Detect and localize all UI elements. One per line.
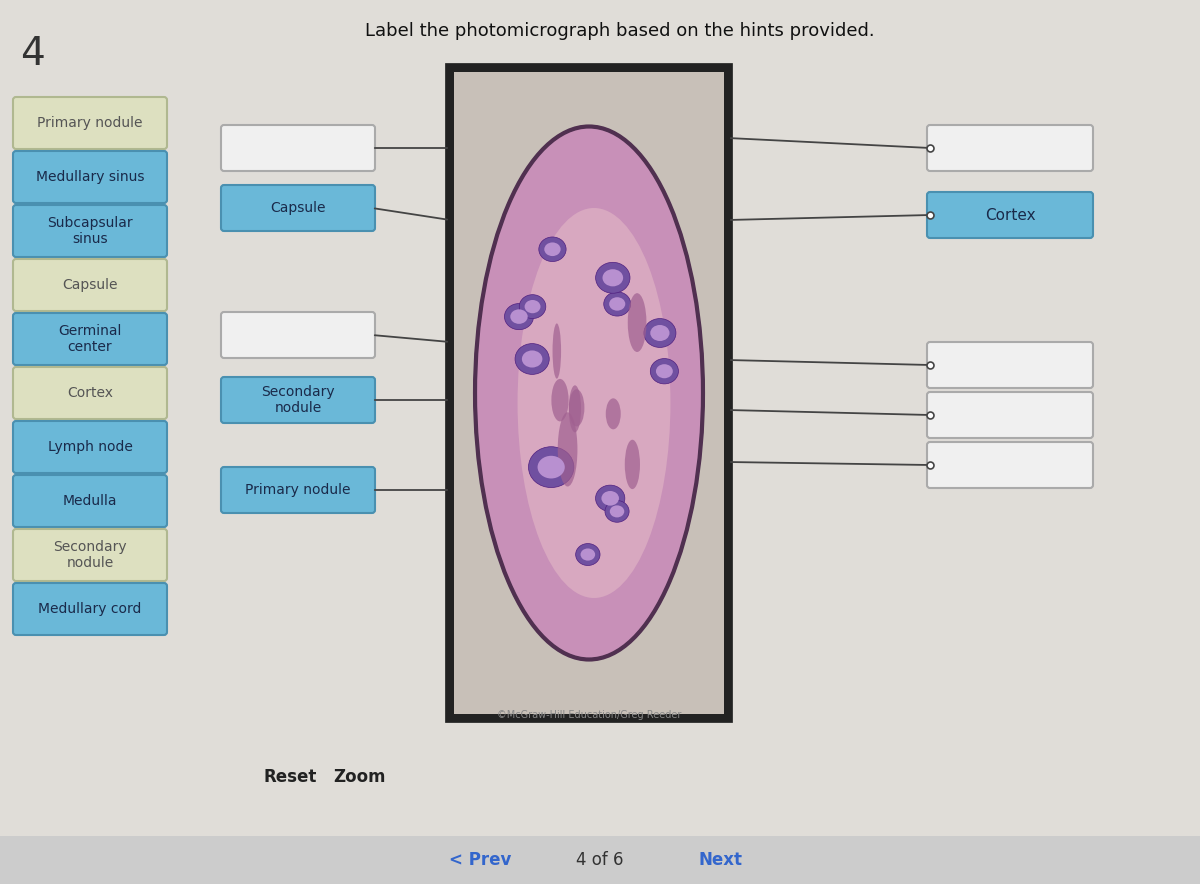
Ellipse shape: [569, 385, 581, 432]
Text: Subcapsular
sinus: Subcapsular sinus: [47, 216, 133, 246]
Ellipse shape: [628, 293, 647, 352]
Ellipse shape: [539, 237, 566, 262]
Text: 4: 4: [20, 35, 44, 73]
Text: Capsule: Capsule: [62, 278, 118, 292]
Ellipse shape: [538, 456, 565, 478]
FancyBboxPatch shape: [928, 125, 1093, 171]
Ellipse shape: [656, 364, 673, 378]
Ellipse shape: [504, 303, 534, 330]
Text: Germinal
center: Germinal center: [59, 324, 121, 354]
Ellipse shape: [510, 309, 528, 324]
FancyBboxPatch shape: [13, 367, 167, 419]
Ellipse shape: [650, 325, 670, 341]
Ellipse shape: [528, 446, 574, 488]
Text: Medullary sinus: Medullary sinus: [36, 170, 144, 184]
FancyBboxPatch shape: [13, 529, 167, 581]
Text: Lymph node: Lymph node: [48, 440, 132, 454]
Text: Label the photomicrograph based on the hints provided.: Label the photomicrograph based on the h…: [365, 22, 875, 40]
Ellipse shape: [605, 500, 629, 522]
FancyBboxPatch shape: [13, 421, 167, 473]
FancyBboxPatch shape: [13, 151, 167, 203]
Ellipse shape: [606, 399, 620, 430]
FancyBboxPatch shape: [13, 205, 167, 257]
Text: Capsule: Capsule: [270, 201, 325, 215]
Ellipse shape: [610, 297, 625, 310]
Text: Secondary
nodule: Secondary nodule: [262, 385, 335, 415]
Ellipse shape: [558, 412, 577, 486]
FancyBboxPatch shape: [221, 125, 374, 171]
FancyBboxPatch shape: [221, 185, 374, 231]
FancyBboxPatch shape: [221, 377, 374, 423]
Ellipse shape: [602, 270, 623, 286]
Text: Reset: Reset: [263, 768, 317, 786]
Ellipse shape: [522, 350, 542, 368]
Ellipse shape: [524, 300, 540, 313]
Text: Primary nodule: Primary nodule: [245, 483, 350, 497]
FancyBboxPatch shape: [13, 259, 167, 311]
Bar: [454, 72, 724, 714]
Ellipse shape: [581, 548, 595, 560]
FancyBboxPatch shape: [13, 97, 167, 149]
FancyBboxPatch shape: [928, 192, 1093, 238]
Bar: [0, 836, 1200, 884]
Text: 4 of 6: 4 of 6: [576, 851, 624, 869]
Ellipse shape: [515, 344, 550, 375]
Text: Medullary cord: Medullary cord: [38, 602, 142, 616]
Ellipse shape: [650, 359, 678, 384]
Ellipse shape: [520, 294, 546, 318]
Ellipse shape: [517, 208, 671, 598]
FancyBboxPatch shape: [13, 313, 167, 365]
Bar: [450, 68, 728, 718]
Text: Primary nodule: Primary nodule: [37, 116, 143, 130]
Ellipse shape: [644, 318, 676, 347]
FancyBboxPatch shape: [221, 312, 374, 358]
Text: Medulla: Medulla: [62, 494, 118, 508]
FancyBboxPatch shape: [13, 475, 167, 527]
Ellipse shape: [595, 485, 625, 512]
Ellipse shape: [569, 389, 584, 426]
Text: ©McGraw-Hill Education/Greg Reeder: ©McGraw-Hill Education/Greg Reeder: [497, 710, 682, 720]
Ellipse shape: [625, 439, 640, 489]
Text: < Prev: < Prev: [449, 851, 511, 869]
FancyBboxPatch shape: [13, 583, 167, 635]
Ellipse shape: [604, 292, 631, 316]
Ellipse shape: [552, 324, 562, 378]
FancyBboxPatch shape: [221, 467, 374, 513]
FancyBboxPatch shape: [928, 392, 1093, 438]
Ellipse shape: [475, 126, 703, 659]
FancyBboxPatch shape: [928, 342, 1093, 388]
Ellipse shape: [601, 491, 619, 506]
Text: Next: Next: [698, 851, 742, 869]
Ellipse shape: [595, 263, 630, 293]
FancyBboxPatch shape: [928, 442, 1093, 488]
Ellipse shape: [551, 379, 569, 422]
Text: Secondary
nodule: Secondary nodule: [53, 540, 127, 570]
Ellipse shape: [545, 242, 560, 256]
Text: Cortex: Cortex: [67, 386, 113, 400]
Text: Zoom: Zoom: [334, 768, 386, 786]
Text: Cortex: Cortex: [985, 208, 1036, 223]
Ellipse shape: [610, 506, 624, 517]
Ellipse shape: [576, 544, 600, 566]
